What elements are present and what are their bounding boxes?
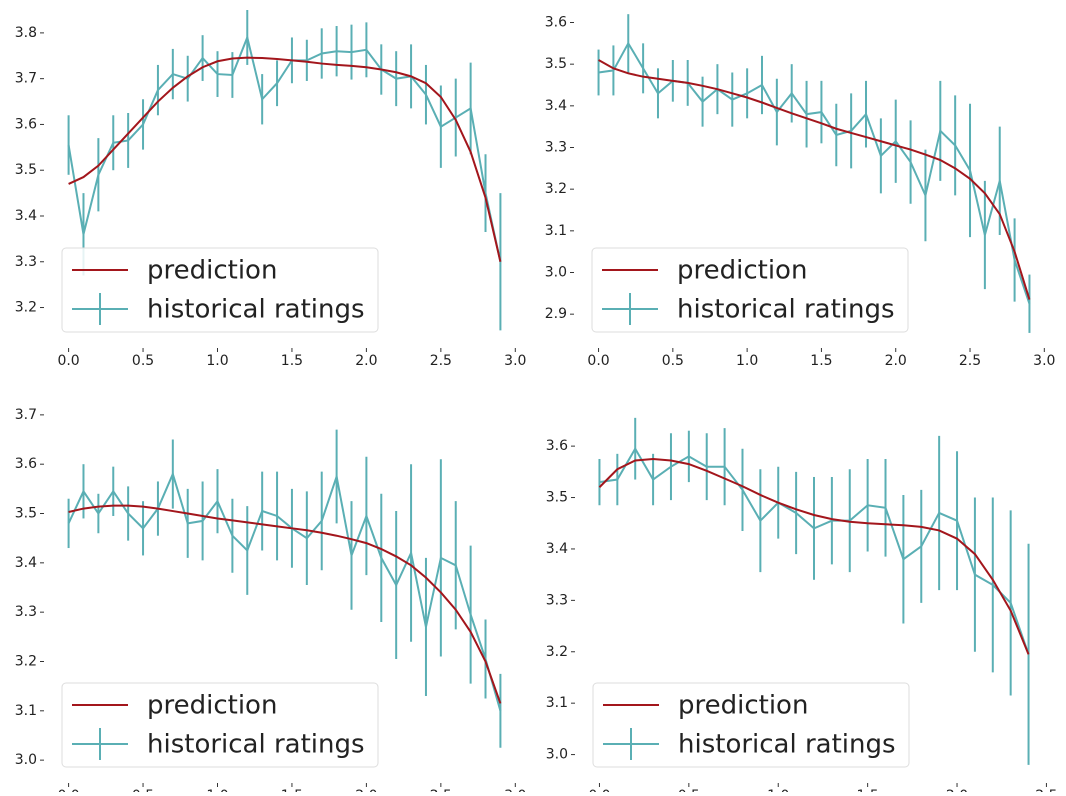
series-line (598, 59, 1031, 300)
subplot: 2.9 3.0 3.1 3.2 3.3 3.4 3.5 3.6 0.0 0.5 1.0 1.5 2.0 2… (545, 14, 1055, 369)
series-line (67, 34, 502, 262)
legend-label: historical ratings (678, 730, 896, 760)
y-tick-label: 3.6 (15, 116, 37, 132)
y-tick-label: 3.7 (15, 71, 37, 87)
x-tick-label: 1.5 (281, 788, 303, 792)
y-tick-label: 3.0 (546, 747, 568, 763)
y-tick-label: 3.5 (546, 490, 568, 506)
x-tick-label: 0.0 (57, 353, 79, 369)
legend-label: historical ratings (147, 730, 365, 760)
legend-label: historical ratings (147, 295, 365, 325)
series-line (598, 457, 1030, 655)
legend-box (591, 247, 909, 333)
subplot: 3.0 3.1 3.2 3.3 3.4 3.5 3.6 3.7 0.0 0.5 1.0 1.5 2.0 2… (15, 407, 527, 796)
subplot: 3.2 3.3 3.4 3.5 3.6 3.7 3.8 0.0 0.5 1.0 1.5 2.0 2.5 3… (15, 10, 526, 369)
x-tick-label: 2.0 (355, 788, 377, 792)
x-tick-label: 2.0 (946, 788, 968, 792)
x-tick-label: 2.5 (430, 788, 452, 792)
x-tick-label: 3.0 (1033, 353, 1055, 369)
x-tick-label: 1.5 (810, 353, 832, 369)
y-tick-label: 3.7 (15, 407, 37, 423)
x-tick-label: 0.5 (132, 353, 154, 369)
series-line (67, 471, 502, 712)
y-tick-label: 3.2 (15, 653, 37, 669)
y-tick-label: 3.5 (545, 56, 567, 72)
y-tick-label: 3.5 (15, 506, 37, 522)
x-tick-label: 1.0 (767, 788, 789, 792)
y-tick-label: 3.3 (546, 592, 568, 608)
y-tick-label: 3.1 (545, 223, 567, 239)
x-tick-label: 0.0 (57, 788, 79, 792)
legend-label: historical ratings (677, 295, 895, 325)
x-tick-label: 0.5 (678, 788, 700, 792)
x-tick-label: 3.0 (504, 353, 526, 369)
legend-label: prediction (147, 256, 277, 286)
x-tick-label: 2.5 (959, 353, 981, 369)
series-line (68, 56, 502, 262)
x-tick-label: 0.0 (588, 788, 610, 792)
y-tick-label: 3.0 (15, 752, 37, 768)
y-tick-label: 3.4 (546, 541, 568, 557)
x-tick-label: 2.5 (430, 353, 452, 369)
series-line (598, 41, 1031, 305)
x-tick-label: 1.5 (281, 353, 303, 369)
y-tick-label: 3.2 (545, 181, 567, 197)
y-tick-label: 3.6 (545, 15, 567, 31)
series-line (599, 446, 1030, 655)
y-tick-label: 3.1 (546, 695, 568, 711)
y-tick-label: 3.1 (15, 703, 37, 719)
x-tick-label: 0.0 (587, 353, 609, 369)
x-tick-label: 1.5 (857, 788, 879, 792)
legend-label: prediction (678, 691, 808, 721)
y-tick-label: 3.3 (15, 254, 37, 270)
y-tick-label: 3.4 (15, 555, 37, 571)
y-tick-label: 3.0 (545, 265, 567, 281)
x-tick-label: 3.0 (504, 788, 526, 792)
x-tick-label: 2.5 (1035, 788, 1057, 792)
x-tick-label: 0.5 (662, 353, 684, 369)
legend-box (61, 682, 379, 768)
legend-box (61, 247, 379, 333)
x-tick-label: 1.0 (206, 788, 228, 792)
y-tick-label: 3.4 (545, 98, 567, 114)
legend-label: prediction (147, 691, 277, 721)
y-tick-label: 3.6 (15, 456, 37, 472)
y-tick-label: 3.2 (15, 300, 37, 316)
legend-label: prediction (677, 256, 807, 286)
x-tick-label: 2.0 (885, 353, 907, 369)
y-tick-label: 3.3 (15, 604, 37, 620)
y-tick-label: 3.4 (15, 208, 37, 224)
y-tick-label: 3.2 (546, 644, 568, 660)
y-tick-label: 3.8 (15, 25, 37, 41)
y-tick-label: 3.6 (546, 438, 568, 454)
subplot: 3.0 3.1 3.2 3.3 3.4 3.5 3.6 0.0 0.5 1.0 1.5 2.0 2.5 p… (546, 417, 1058, 796)
y-tick-label: 3.3 (545, 140, 567, 156)
x-tick-label: 1.0 (206, 353, 228, 369)
x-tick-label: 1.0 (736, 353, 758, 369)
x-tick-label: 2.0 (355, 353, 377, 369)
legend-box (592, 682, 910, 768)
x-tick-label: 0.5 (132, 788, 154, 792)
series-line (68, 504, 502, 704)
y-tick-label: 2.9 (545, 306, 567, 322)
y-tick-label: 3.5 (15, 162, 37, 178)
